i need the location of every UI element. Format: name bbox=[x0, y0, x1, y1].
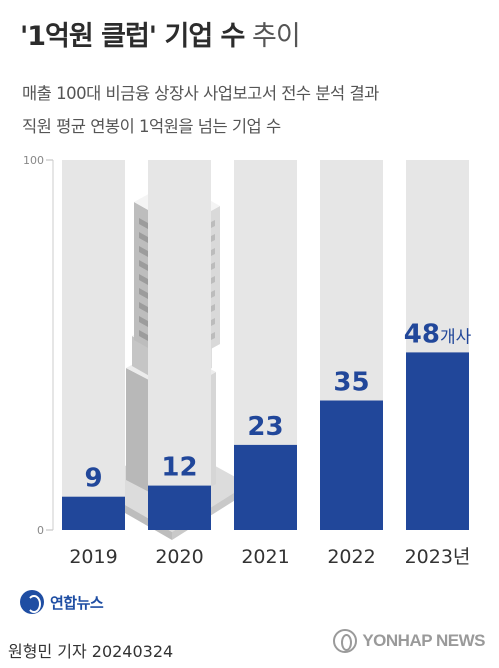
bar-2020 bbox=[148, 485, 211, 530]
window bbox=[139, 288, 148, 299]
data-label-2021: 23 bbox=[247, 412, 283, 442]
bar-2022 bbox=[320, 400, 383, 530]
chart-subtitle-line1: 매출 100대 비금융 상장사 사업보고서 전수 분석 결과 bbox=[22, 84, 379, 103]
yonhap-logo-icon bbox=[20, 590, 44, 614]
chart-title-light: 추이 bbox=[244, 21, 301, 52]
chart-title-main: '1억원 클럽' 기업 수 bbox=[20, 21, 245, 52]
globe-icon bbox=[333, 629, 358, 653]
window bbox=[139, 260, 148, 271]
yonhap-logo-text: 연합뉴스 bbox=[50, 593, 104, 612]
window bbox=[139, 218, 148, 229]
x-tick-label-2019: 2019 bbox=[69, 546, 117, 568]
chart-subtitle-line2: 직원 평균 연봉이 1억원을 넘는 기업 수 bbox=[22, 117, 281, 136]
agency-name: YONHAP NEWS bbox=[362, 631, 485, 650]
window bbox=[139, 316, 148, 327]
agency-watermark: YONHAP NEWS bbox=[333, 629, 485, 653]
x-tick-label-2023년: 2023년 bbox=[405, 546, 471, 568]
bar-track bbox=[148, 160, 211, 530]
byline: 원형민 기자 20240324 bbox=[8, 642, 174, 661]
x-tick-label-2022: 2022 bbox=[327, 546, 375, 568]
data-label-2019: 9 bbox=[84, 464, 102, 494]
y-tick-label-100: 100 bbox=[23, 154, 44, 167]
data-label-2022: 35 bbox=[333, 368, 369, 398]
data-label-unit: 개사 bbox=[440, 327, 472, 347]
bar-2021 bbox=[234, 444, 297, 530]
yonhap-logo: 연합뉴스 bbox=[20, 590, 104, 614]
x-tick-label-2021: 2021 bbox=[241, 546, 289, 568]
window bbox=[139, 246, 148, 257]
window bbox=[139, 302, 148, 313]
chart-title: '1억원 클럽' 기업 수 추이 bbox=[20, 14, 301, 53]
bar-2023년 bbox=[406, 352, 469, 530]
window bbox=[139, 330, 148, 341]
bar-2019 bbox=[62, 496, 125, 530]
window bbox=[139, 232, 148, 243]
x-tick-label-2020: 2020 bbox=[155, 546, 203, 568]
y-tick-label-0: 0 bbox=[37, 524, 44, 537]
window bbox=[139, 274, 148, 285]
bar-track bbox=[62, 160, 125, 530]
data-label-2020: 12 bbox=[161, 453, 197, 483]
